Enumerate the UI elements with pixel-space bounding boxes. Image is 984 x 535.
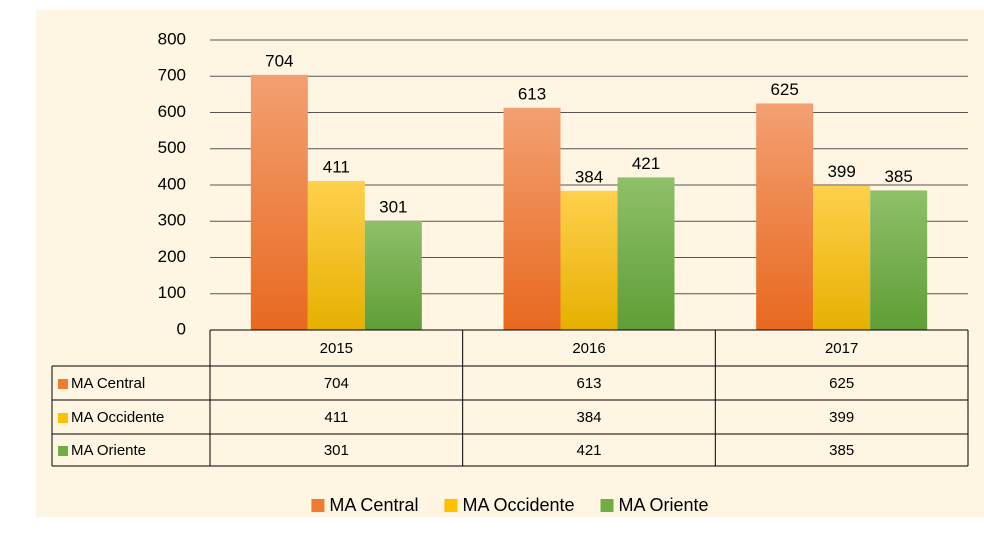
y-tick-label: 100 [158, 283, 186, 302]
y-tick-label: 200 [158, 247, 186, 266]
y-tick-label: 700 [158, 66, 186, 85]
table-row-label: MA Occidente [71, 409, 164, 426]
table-cell: 625 [829, 375, 854, 392]
x-tick-label: 2015 [320, 340, 353, 357]
x-tick-label: 2017 [825, 340, 858, 357]
x-tick-label: 2016 [572, 340, 605, 357]
legend-key [444, 499, 458, 512]
data-label: 385 [884, 167, 912, 186]
bar [617, 177, 675, 330]
bar [364, 220, 422, 330]
y-tick-label: 0 [177, 319, 186, 338]
table-cell: 704 [324, 375, 349, 392]
y-tick-label: 300 [158, 211, 186, 230]
y-tick-label: 800 [158, 29, 186, 48]
table-legend-key [58, 413, 68, 423]
bar [756, 103, 814, 330]
bar [560, 190, 618, 330]
data-label: 625 [770, 80, 798, 99]
table-row-label: MA Central [71, 375, 145, 392]
table-cell: 411 [324, 409, 348, 426]
bar [870, 190, 928, 330]
table-cell: 421 [576, 442, 601, 459]
legend-label: MA Occidente [462, 495, 574, 515]
legend-key [600, 499, 614, 512]
bar [503, 107, 561, 330]
data-label: 384 [575, 167, 603, 186]
table-cell: 613 [576, 375, 601, 392]
table-cell: 399 [829, 409, 854, 426]
y-tick-label: 400 [158, 174, 186, 193]
table-row-label: MA Oriente [71, 442, 146, 459]
table-cell: 384 [576, 409, 601, 426]
y-tick-label: 500 [158, 138, 186, 157]
table-legend-key [58, 446, 68, 456]
legend-label: MA Oriente [619, 495, 709, 515]
table-legend-key [58, 379, 68, 389]
data-label: 399 [827, 162, 855, 181]
bar [307, 181, 365, 330]
data-label: 301 [379, 197, 407, 216]
data-label: 704 [265, 51, 293, 70]
y-tick-label: 600 [158, 102, 186, 121]
legend-key [311, 499, 325, 512]
bar [813, 185, 871, 330]
data-label: 411 [323, 157, 350, 176]
table-cell: 385 [829, 442, 854, 459]
data-label: 421 [632, 154, 660, 173]
data-label: 613 [518, 84, 546, 103]
legend-label: MA Central [329, 495, 418, 515]
table-cell: 301 [324, 442, 349, 459]
bar [250, 74, 308, 330]
